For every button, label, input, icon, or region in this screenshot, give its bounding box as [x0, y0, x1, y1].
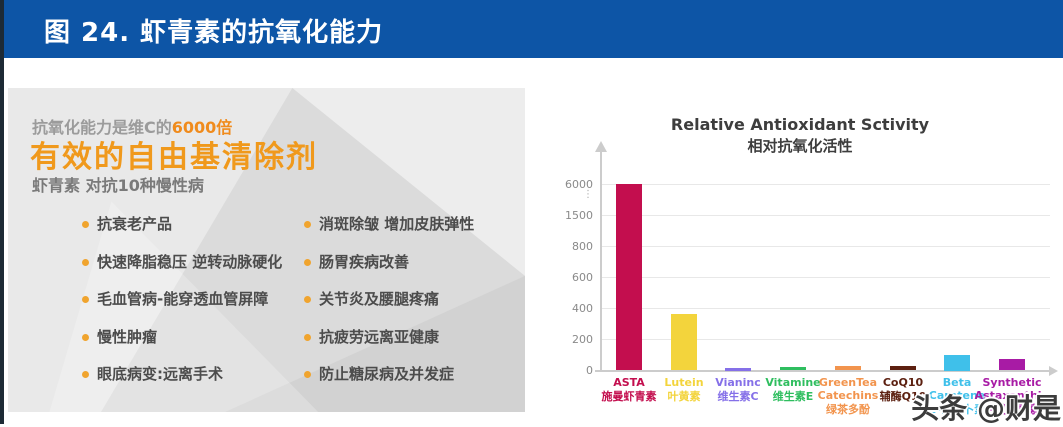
axis-tick-label: 400	[572, 302, 593, 315]
category-label: Synthetic Astaxanthin 合成虾青素	[974, 376, 1050, 416]
bar	[671, 314, 697, 370]
capacity-line: 抗氧化能力是维C的6000倍	[32, 114, 232, 138]
list-item: 消斑除皱 增加皮肤弹性	[304, 216, 474, 254]
bullet-dot-icon	[304, 221, 311, 228]
panel-subheadline: 虾青素 对抗10种慢性病	[32, 176, 204, 195]
list-item-label: 快速降脂稳压 逆转动脉硬化	[97, 252, 283, 271]
bar	[944, 355, 970, 371]
figure-title: 图 24. 虾青素的抗氧化能力	[44, 18, 384, 48]
category-label: Vianinc 维生素C	[700, 376, 776, 403]
bar	[999, 359, 1025, 370]
list-item: 快速降脂稳压 逆转动脉硬化	[82, 252, 304, 292]
capacity-prefix: 抗氧化能力是维C的	[32, 118, 172, 137]
bullet-dot-icon	[304, 371, 311, 378]
capacity-highlight: 6000倍	[171, 118, 233, 137]
panel-headline: 有效的自由基清除剂	[30, 140, 318, 175]
category-label-zh: 施曼虾青素	[601, 390, 657, 403]
category-label-line: Vitamine	[765, 376, 821, 389]
category-label: CoQ10 辅酶Q10	[865, 376, 941, 403]
list-item: 防止糖尿病及并发症	[304, 366, 474, 404]
bullet-dot-icon	[82, 258, 89, 266]
category-label-line: Carotene	[928, 389, 986, 402]
chart-panel: Relative Antioxidant Sctivity 相对抗氧化活性 0 2…	[545, 95, 1063, 424]
list-item-label: 关节炎及腰腿疼痛	[319, 290, 440, 308]
bullet-dot-icon	[304, 258, 311, 266]
category-label-line: Lutein	[664, 376, 704, 389]
y-axis	[600, 152, 602, 372]
category-label-line: GreenTea	[818, 376, 878, 389]
gridline	[602, 308, 1050, 309]
bullet-dot-icon	[82, 296, 89, 303]
category-label-zh: 合成虾青素	[984, 403, 1040, 416]
gridline	[602, 184, 1050, 185]
window-left-edge	[0, 0, 4, 424]
category-label-line: ASTA	[613, 376, 645, 389]
axis-break-dots: ⋮	[583, 188, 593, 200]
gridline	[602, 246, 1050, 247]
chart-title: Relative Antioxidant Sctivity	[670, 115, 930, 134]
list-item: 慢性肿瘤	[82, 327, 304, 367]
bullet-dot-icon	[82, 221, 89, 228]
list-item-label: 防止糖尿病及并发症	[319, 365, 455, 383]
bullet-dot-icon	[82, 371, 89, 378]
list-item: 抗衰老产品	[82, 216, 304, 254]
category-label-line: Astaxanthin	[974, 389, 1050, 402]
gridline	[602, 215, 1050, 216]
category-label: Vitamine 维生素E	[755, 376, 831, 403]
list-item: 毛血管病-能穿透血管屏障	[82, 291, 304, 329]
x-axis	[595, 370, 1050, 372]
bar	[725, 368, 751, 371]
gridline	[602, 277, 1050, 278]
list-item-label: 肠胃疾病改善	[319, 252, 410, 271]
list-item: 眼底病变:远离手术	[82, 366, 304, 404]
category-label: ASTA 施曼虾青素	[591, 376, 667, 403]
axis-tick-label: 0	[586, 364, 593, 377]
category-label-zh: 叶黄素	[667, 390, 701, 403]
watermark: 头条 @财是	[911, 392, 1061, 425]
axis-tick-label: 600	[572, 271, 593, 284]
list-item-label: 眼底病变:远离手术	[97, 365, 223, 383]
list-item: 肠胃疾病改善	[304, 252, 474, 292]
x-axis-arrow-icon	[1049, 366, 1058, 376]
chart-subtitle: 相对抗氧化活性	[747, 137, 853, 155]
list-item-label: 慢性肿瘤	[97, 327, 158, 346]
bullet-dot-icon	[304, 296, 311, 303]
bar	[616, 184, 642, 370]
category-label-line: Vianinc	[715, 376, 761, 389]
category-label-line: Catechins	[817, 389, 879, 402]
category-label-line: Beta	[942, 376, 972, 389]
category-label-line: CoQ10	[882, 376, 924, 389]
category-label-zh: 绿茶多酚	[826, 403, 870, 416]
category-label-zh: 维生素C	[717, 390, 759, 403]
list-item-label: 抗衰老产品	[97, 215, 173, 233]
bar	[780, 367, 806, 370]
category-label-zh: β-胡萝卜素	[928, 403, 986, 416]
antioxidant-promo-panel: 抗氧化能力是维C的6000倍 有效的自由基清除剂 虾青素 对抗10种慢性病 抗衰…	[8, 88, 525, 412]
y-axis-arrow-icon	[595, 141, 607, 152]
figure-header-bar: 图 24. 虾青素的抗氧化能力	[0, 0, 1063, 58]
gridline	[602, 339, 1050, 340]
list-item-label: 毛血管病-能穿透血管屏障	[97, 290, 269, 308]
list-item-label: 消斑除皱 增加皮肤弹性	[319, 215, 475, 233]
list-item-label: 抗疲劳远离亚健康	[319, 327, 440, 346]
axis-tick-label: 200	[572, 333, 593, 346]
category-label-zh: 辅酶Q10	[879, 390, 927, 403]
bullet-dot-icon	[82, 333, 89, 341]
category-label-zh: 维生素E	[772, 390, 814, 403]
axis-tick-label: 800	[572, 240, 593, 253]
category-label: Lutein 叶黄素	[646, 376, 722, 403]
category-label: Beta Carotene β-胡萝卜素	[919, 376, 995, 416]
axis-tick-label: 1500	[565, 209, 593, 222]
list-item: 抗疲劳远离亚健康	[304, 327, 474, 367]
list-item: 关节炎及腰腿疼痛	[304, 291, 474, 329]
bar	[835, 366, 861, 370]
axis-tick-label: 6000	[565, 178, 593, 191]
bar	[890, 366, 916, 370]
category-label-line: Synthetic	[982, 376, 1042, 389]
bullet-dot-icon	[304, 333, 311, 341]
category-label: GreenTea Catechins 绿茶多酚	[810, 376, 886, 416]
benefits-list: 抗衰老产品 消斑除皱 增加皮肤弹性快速降脂稳压 逆转动脉硬化 肠胃疾病改善毛血管病-…	[82, 216, 474, 404]
